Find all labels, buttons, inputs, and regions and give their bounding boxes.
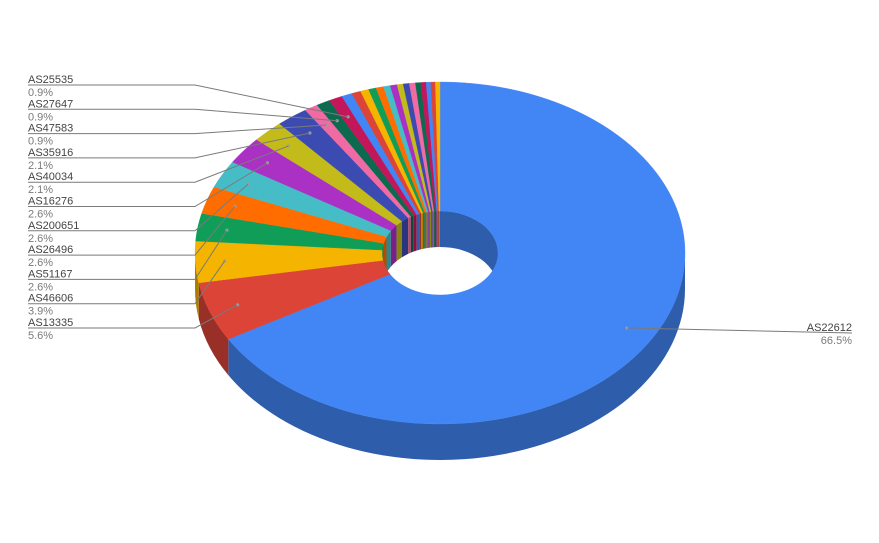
slice-inner-wall-15-0 bbox=[423, 212, 425, 249]
slice-inner-wall-20-0 bbox=[431, 211, 433, 248]
slice-name-label: AS46606 bbox=[28, 293, 73, 305]
label-leader-line bbox=[28, 183, 249, 232]
slice-inner-wall-13-0 bbox=[419, 213, 422, 250]
slice-inner-wall-16-0 bbox=[424, 212, 427, 249]
slice-name-label: AS35916 bbox=[28, 147, 73, 159]
slice-inner-wall-24-0 bbox=[436, 211, 438, 248]
label-leader-line bbox=[28, 162, 268, 207]
slice-percent-label: 2.1% bbox=[28, 160, 53, 172]
label-leader-line bbox=[28, 84, 349, 118]
slice-inner-wall-17-0 bbox=[426, 211, 429, 249]
slice-inner-wall-18-0 bbox=[428, 211, 430, 248]
slice-inner-wall-25-0 bbox=[437, 211, 439, 248]
slice-inner-wall-6-0 bbox=[390, 225, 397, 267]
slice-inner-wall-10-0 bbox=[410, 215, 414, 253]
slice-name-label: AS27647 bbox=[28, 98, 73, 110]
slice-percent-label: 2.1% bbox=[28, 184, 53, 196]
slice-inner-wall-26-0 bbox=[438, 211, 440, 248]
pie-slices bbox=[194, 81, 686, 425]
slice-name-label: AS40034 bbox=[28, 171, 73, 183]
slice-inner-wall-5-0 bbox=[386, 230, 391, 273]
slice-percent-label: 5.6% bbox=[28, 330, 53, 342]
slice-percent-label: 66.5% bbox=[821, 335, 852, 347]
slice-percent-label: 2.6% bbox=[28, 209, 53, 221]
slice-side-1 bbox=[198, 282, 229, 376]
slice-inner-wall-0-0 bbox=[440, 211, 498, 289]
slice-name-label: AS13335 bbox=[28, 317, 73, 329]
slice-inner-wall-7-0 bbox=[396, 221, 403, 262]
label-leader-line bbox=[28, 229, 228, 280]
slice-inner-wall-21-0 bbox=[432, 211, 435, 248]
label-leader-line bbox=[28, 124, 327, 135]
label-leader-line bbox=[28, 304, 238, 329]
slice-AS22612 bbox=[228, 81, 686, 425]
slice-name-label: AS51167 bbox=[28, 268, 72, 280]
slice-name-label: AS25535 bbox=[28, 74, 73, 86]
slice-name-label: AS200651 bbox=[28, 220, 79, 232]
slice-inner-wall-14-0 bbox=[421, 212, 424, 250]
slice-percent-label: 2.6% bbox=[28, 257, 53, 269]
label-leader-line bbox=[28, 145, 289, 183]
label-leader-line bbox=[28, 108, 338, 122]
slice-name-label: AS16276 bbox=[28, 196, 73, 208]
label-leader-line bbox=[28, 206, 236, 256]
slice-percent-label: 0.9% bbox=[28, 136, 53, 148]
slice-name-label: AS26496 bbox=[28, 244, 73, 256]
slice-percent-label: 3.9% bbox=[28, 306, 53, 318]
slice-name-label: AS22612 bbox=[807, 322, 852, 334]
donut-hole bbox=[382, 211, 498, 295]
slice-minor-26 bbox=[435, 81, 441, 212]
slice-inner-wall-12-0 bbox=[416, 213, 420, 251]
slice-side-0 bbox=[228, 253, 685, 460]
slice-inner-wall-8-0 bbox=[402, 217, 409, 258]
label-leader-line bbox=[28, 132, 310, 159]
slice-inner-wall-22-0 bbox=[434, 211, 436, 248]
slice-percent-label: 2.6% bbox=[28, 281, 53, 293]
slice-inner-wall-23-0 bbox=[435, 211, 437, 248]
slice-percent-label: 2.6% bbox=[28, 233, 53, 245]
slice-name-label: AS47583 bbox=[28, 123, 73, 135]
slice-inner-wall-11-0 bbox=[413, 214, 417, 252]
slice-inner-wall-9-0 bbox=[408, 216, 411, 254]
slice-percent-label: 0.9% bbox=[28, 111, 53, 123]
slice-inner-wall-19-0 bbox=[429, 211, 432, 248]
label-leader-line bbox=[28, 260, 226, 305]
pie-sides bbox=[195, 211, 685, 460]
slice-percent-label: 0.9% bbox=[28, 87, 53, 99]
label-leader-line bbox=[626, 327, 853, 334]
